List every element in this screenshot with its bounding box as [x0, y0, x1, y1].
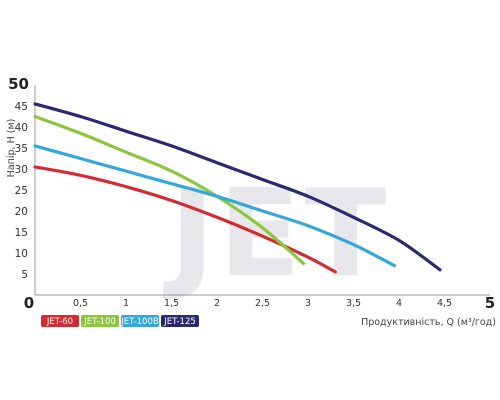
legend: JET-60 JET-100 JET-100B JET-125	[41, 315, 199, 327]
legend-label: JET-125	[163, 317, 196, 327]
x-tick-label: 1	[123, 298, 129, 309]
y-tick-label: 45	[15, 101, 28, 113]
legend-label: JET-100	[83, 317, 116, 327]
x-axis-label: Продуктивність, Q (м³/год)	[361, 317, 496, 328]
legend-label: JET-60	[46, 317, 73, 327]
x-tick-label: 4,5	[437, 298, 452, 309]
x-tick-label: 1,5	[164, 298, 179, 309]
x-tick-label: 2	[214, 298, 220, 309]
legend-swatch	[41, 315, 79, 327]
y-tick-label: 5	[21, 269, 28, 281]
series-lines	[33, 102, 442, 274]
x-tick-label: 3	[305, 298, 311, 309]
legend-swatch	[121, 315, 159, 327]
legend-item-jet-125: JET-125	[161, 315, 199, 327]
watermark-text: JET	[163, 165, 390, 304]
series-line-jet-125	[33, 102, 442, 272]
legend-item-jet-100b: JET-100B	[120, 315, 159, 327]
y-tick-label: 30	[15, 164, 28, 176]
x-tick-labels: 0 0,5 1 1,5 2 2,5 3 3,5 4 4,5 5	[24, 294, 495, 312]
x-tick-label: 4	[396, 298, 402, 309]
y-tick-label: 25	[15, 185, 28, 197]
legend-label: JET-100B	[120, 317, 159, 327]
x-tick-label: 5	[485, 294, 495, 312]
y-tick-label: 10	[15, 248, 28, 260]
x-tick-label: 3,5	[346, 298, 361, 309]
legend-swatch	[81, 315, 119, 327]
x-tick-label: 0,5	[73, 298, 88, 309]
y-tick-labels: 5 10 15 20 25 30 35 40 45 50	[8, 75, 29, 281]
legend-item-jet-100: JET-100	[81, 315, 119, 327]
series-line-jet-60	[33, 165, 337, 274]
legend-item-jet-60: JET-60	[41, 315, 79, 327]
legend-swatch	[161, 315, 199, 327]
y-tick-label: 35	[15, 143, 28, 155]
y-tick-label: 15	[15, 227, 28, 239]
x-tick-label: 0	[24, 294, 34, 312]
series-line-jet-100b	[33, 144, 397, 268]
series-line-jet-100	[33, 114, 306, 266]
y-tick-label: 20	[15, 206, 28, 218]
y-tick-label: 40	[15, 122, 28, 134]
y-tick-label: 50	[8, 75, 29, 93]
y-axis-label: Напір, Н (м)	[6, 119, 17, 178]
x-tick-label: 2,5	[255, 298, 270, 309]
